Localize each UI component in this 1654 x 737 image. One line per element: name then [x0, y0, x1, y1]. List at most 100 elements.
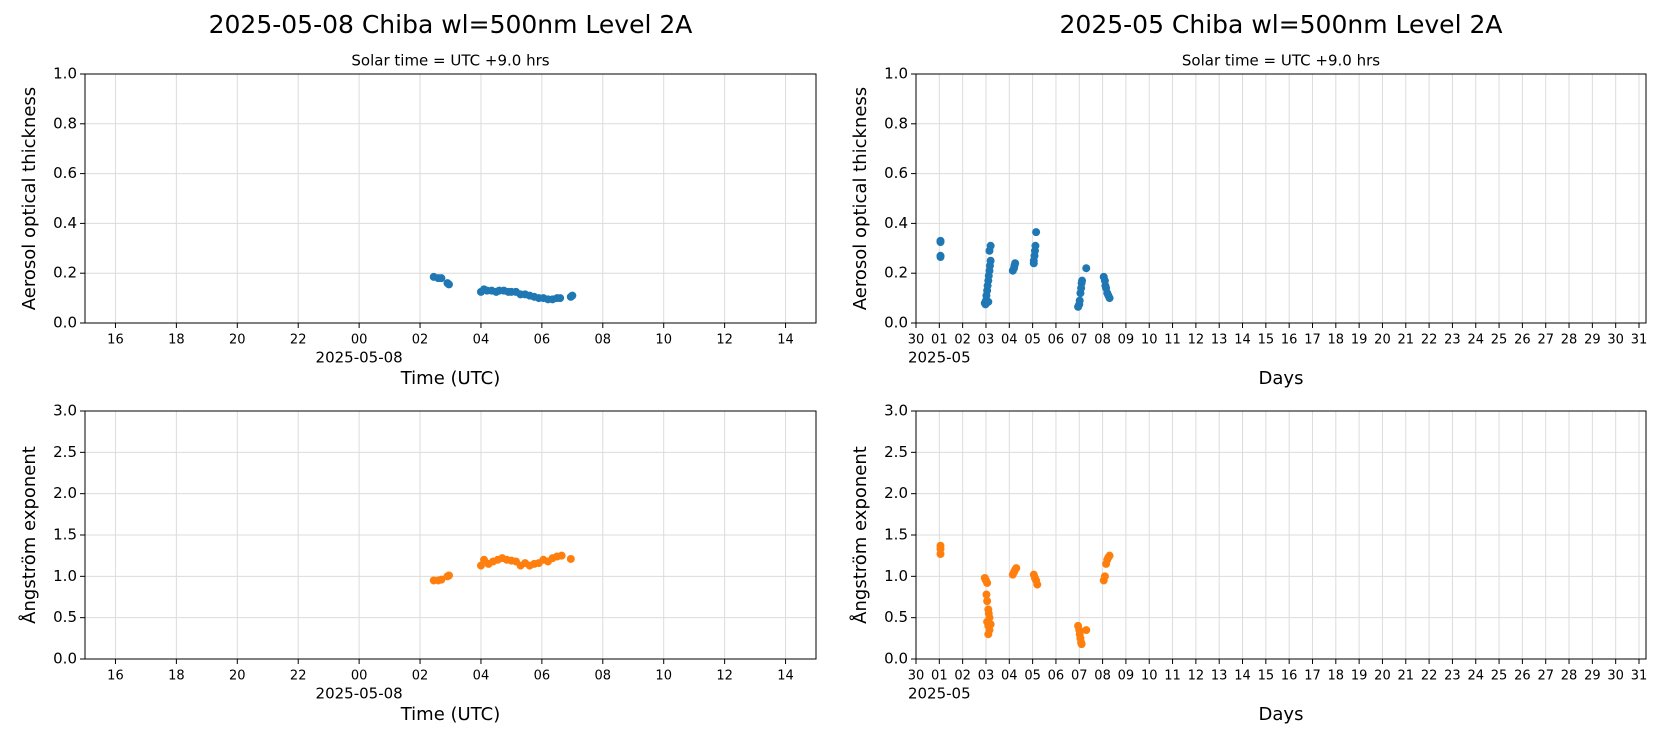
y-tick-label: 0.5 — [884, 608, 908, 626]
x-tick-label: 30 — [1607, 333, 1624, 348]
x-tick-label: 07 — [1071, 669, 1088, 684]
x-tick-label: 18 — [1328, 669, 1345, 684]
x-tick-label: 01 — [931, 669, 948, 684]
x-tick-label: 13 — [1211, 333, 1228, 348]
x-tick-label: 02 — [412, 669, 429, 684]
x-tick-label: 31 — [1631, 669, 1648, 684]
x-offset-label: 2025-05-08 — [316, 349, 403, 367]
y-tick-label: 2.5 — [884, 443, 908, 461]
x-tick-label: 29 — [1584, 669, 1601, 684]
x-tick-label: 17 — [1304, 669, 1321, 684]
data-point — [1012, 564, 1021, 573]
x-tick-label: 06 — [1048, 669, 1065, 684]
x-tick-label: 03 — [978, 669, 995, 684]
x-tick-label: 04 — [473, 333, 490, 348]
y-tick-label: 3.0 — [884, 402, 908, 420]
data-point — [1078, 276, 1087, 285]
x-tick-label: 04 — [1001, 669, 1018, 684]
x-tick-label: 20 — [1374, 333, 1391, 348]
x-tick-label: 28 — [1561, 669, 1578, 684]
y-tick-label: 2.5 — [53, 443, 77, 461]
x-tick-label: 26 — [1514, 333, 1531, 348]
data-point — [1011, 259, 1020, 268]
x-axis-label: Time (UTC) — [400, 704, 501, 725]
data-point — [1100, 572, 1109, 581]
chart-title: 2025-05 Chiba wl=500nm Level 2A — [1060, 10, 1503, 39]
x-tick-label: 04 — [1001, 333, 1018, 348]
data-point — [1105, 294, 1114, 303]
x-offset-label: 2025-05 — [908, 685, 971, 703]
data-point — [437, 575, 446, 584]
data-point — [983, 578, 992, 587]
x-tick-label: 16 — [107, 333, 124, 348]
y-tick-label: 0.2 — [53, 264, 77, 282]
data-point — [936, 550, 945, 559]
data-point — [1075, 296, 1084, 305]
y-tick-label: 1.0 — [53, 567, 77, 585]
x-tick-label: 08 — [595, 333, 612, 348]
data-point — [437, 274, 446, 283]
x-tick-label: 24 — [1467, 333, 1484, 348]
y-tick-label: 0.8 — [884, 114, 908, 132]
y-tick-label: 0.4 — [53, 214, 77, 232]
y-tick-label: 0.0 — [884, 314, 908, 332]
y-axis-label: Ångström exponent — [849, 446, 871, 624]
x-tick-label: 22 — [1421, 669, 1438, 684]
x-tick-label: 12 — [1188, 333, 1205, 348]
x-tick-label: 17 — [1304, 333, 1321, 348]
data-point — [1033, 580, 1042, 589]
y-tick-label: 2.0 — [53, 484, 77, 502]
y-tick-label: 0.5 — [53, 608, 77, 626]
data-point — [444, 571, 453, 580]
data-point — [982, 590, 991, 599]
x-tick-label: 16 — [1281, 669, 1298, 684]
subtitle: Solar time = UTC +9.0 hrs — [1182, 52, 1380, 70]
x-tick-label: 15 — [1258, 669, 1275, 684]
x-tick-label: 16 — [107, 669, 124, 684]
x-tick-label: 04 — [473, 669, 490, 684]
x-tick-label: 24 — [1467, 669, 1484, 684]
x-tick-label: 22 — [290, 669, 307, 684]
y-tick-label: 2.0 — [884, 484, 908, 502]
x-tick-label: 01 — [931, 333, 948, 348]
y-axis-label: Aerosol optical thickness — [850, 87, 871, 310]
data-point — [984, 630, 993, 639]
data-point — [986, 256, 995, 265]
x-tick-label: 14 — [777, 333, 794, 348]
data-point — [1032, 228, 1041, 237]
y-tick-label: 0.8 — [53, 114, 77, 132]
x-tick-label: 23 — [1444, 333, 1461, 348]
x-tick-label: 20 — [229, 669, 246, 684]
data-point — [1077, 640, 1086, 649]
data-point — [986, 241, 995, 250]
data-point — [568, 291, 577, 300]
data-point — [566, 554, 575, 563]
data-point — [986, 620, 995, 629]
x-tick-label: 13 — [1211, 669, 1228, 684]
x-tick-label: 02 — [954, 669, 971, 684]
x-tick-label: 30 — [908, 333, 925, 348]
x-tick-label: 02 — [954, 333, 971, 348]
y-tick-label: 0.4 — [884, 214, 908, 232]
x-tick-label: 21 — [1398, 669, 1415, 684]
x-tick-label: 00 — [351, 669, 368, 684]
y-tick-label: 1.5 — [884, 526, 908, 544]
x-tick-label: 30 — [1607, 669, 1624, 684]
x-tick-label: 22 — [290, 333, 307, 348]
x-tick-label: 25 — [1491, 669, 1508, 684]
x-tick-label: 16 — [1281, 333, 1298, 348]
x-tick-label: 25 — [1491, 333, 1508, 348]
y-tick-label: 0.6 — [884, 164, 908, 182]
plot-frame — [84, 410, 817, 660]
x-tick-label: 18 — [168, 669, 185, 684]
plot-frame — [915, 73, 1647, 324]
x-tick-label: 20 — [1374, 669, 1391, 684]
x-tick-label: 07 — [1071, 333, 1088, 348]
x-tick-label: 14 — [777, 669, 794, 684]
x-tick-label: 14 — [1234, 333, 1251, 348]
x-tick-label: 23 — [1444, 669, 1461, 684]
x-tick-label: 18 — [1328, 333, 1345, 348]
chart-title: 2025-05-08 Chiba wl=500nm Level 2A — [209, 10, 693, 39]
x-tick-label: 05 — [1024, 669, 1041, 684]
